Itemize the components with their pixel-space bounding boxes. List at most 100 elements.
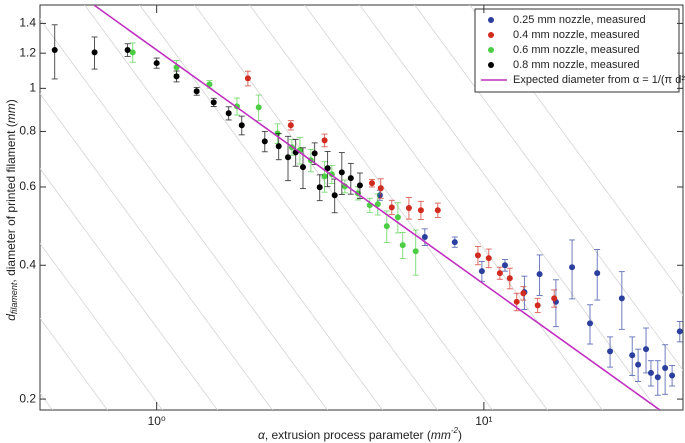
legend-label: 0.4 mm nozzle, measured: [513, 29, 640, 41]
data-point: [421, 234, 428, 241]
x-label-part: ): [458, 428, 462, 442]
data-point: [496, 270, 503, 277]
data-point: [399, 242, 406, 249]
data-point: [129, 49, 136, 56]
data-point: [388, 204, 395, 211]
legend-label: 0.25 mm nozzle, measured: [513, 14, 646, 26]
data-point: [324, 165, 331, 172]
data-point: [669, 372, 676, 379]
data-point: [225, 110, 232, 117]
x-label-part: mm: [431, 428, 451, 442]
y-tick-label: 0.6: [19, 179, 36, 193]
y-label-part: filament: [9, 282, 19, 314]
data-point: [285, 154, 292, 161]
data-point: [374, 201, 381, 208]
data-point: [210, 99, 217, 106]
legend-label: 0.6 mm nozzle, measured: [513, 44, 640, 56]
data-point: [255, 104, 262, 111]
data-point: [536, 271, 543, 278]
x-label-part: α: [258, 428, 266, 442]
background-diagonal: [40, 242, 163, 410]
legend-swatch: [488, 32, 494, 38]
data-point: [275, 143, 282, 150]
y-label-part: ): [4, 99, 18, 103]
background-diagonal: [359, 5, 658, 410]
data-point: [377, 185, 384, 192]
data-point: [513, 298, 520, 305]
data-point: [569, 264, 576, 271]
data-point: [586, 320, 593, 327]
data-point: [331, 192, 338, 199]
data-point: [287, 122, 294, 129]
background-diagonal: [84, 5, 383, 410]
y-label-part: , diameter of printed filament (: [4, 123, 18, 282]
y-tick-label: 0.4: [19, 257, 36, 271]
background-diagonal: [40, 168, 218, 410]
background-lines: [40, 5, 683, 410]
data-point: [238, 122, 245, 129]
data-point: [534, 302, 541, 309]
data-point: [412, 248, 419, 255]
x-axis-label: α, extrusion process parameter (mm-2): [258, 426, 462, 442]
data-point: [244, 75, 251, 82]
legend-swatch: [488, 17, 494, 23]
background-diagonal: [249, 5, 548, 410]
legend-swatch: [488, 47, 494, 53]
plot: [51, 5, 683, 410]
data-point: [520, 290, 527, 297]
background-diagonal: [40, 18, 328, 410]
data-point: [451, 239, 458, 246]
data-point: [173, 73, 180, 80]
y-label-part: mm: [4, 103, 18, 123]
data-point: [383, 223, 390, 230]
background-diagonal: [414, 5, 683, 371]
data-point: [618, 295, 625, 302]
y-tick-label: 1.2: [19, 45, 36, 59]
data-point: [654, 374, 661, 381]
x-tick-label: 10⁰: [148, 414, 166, 428]
y-tick-label: 0.8: [19, 124, 36, 138]
background-diagonal: [304, 5, 603, 410]
data-point: [347, 175, 354, 182]
data-point: [434, 207, 441, 214]
y-tick-label: 1: [29, 81, 36, 95]
data-point: [643, 346, 650, 353]
data-point: [594, 270, 601, 277]
data-point: [478, 268, 485, 275]
data-point: [153, 60, 160, 67]
x-label-part: , extrusion process parameter (: [265, 428, 431, 442]
data-point: [321, 137, 328, 144]
data-point: [311, 150, 318, 157]
background-diagonal: [40, 317, 108, 410]
background-diagonal: [40, 93, 273, 410]
data-point: [417, 207, 424, 214]
legend: 0.25 mm nozzle, measured 0.4 mm nozzle, m…: [474, 8, 685, 93]
data-point: [662, 364, 669, 371]
legend-swatch: [488, 62, 494, 68]
data-point: [629, 352, 636, 359]
data-point: [474, 252, 481, 259]
data-point: [647, 369, 654, 376]
x-label-part: -2: [451, 426, 459, 435]
data-point: [506, 275, 513, 282]
data-point: [91, 49, 98, 56]
expected-line: [94, 5, 661, 410]
background-diagonal: [194, 5, 493, 410]
y-tick-label: 0.2: [19, 391, 36, 405]
data-point: [321, 173, 328, 180]
data-point: [356, 182, 363, 189]
data-point: [51, 46, 58, 53]
background-diagonal: [139, 5, 438, 410]
data-point: [635, 361, 642, 368]
data-point: [551, 295, 558, 302]
data-point: [501, 262, 508, 269]
legend-box: [474, 8, 680, 93]
data-point: [316, 184, 323, 191]
data-point: [607, 348, 614, 355]
data-point: [338, 169, 345, 176]
data-point: [193, 88, 200, 95]
data-point: [485, 255, 492, 262]
y-tick-label: 1.4: [19, 16, 36, 30]
data-point: [676, 328, 683, 335]
